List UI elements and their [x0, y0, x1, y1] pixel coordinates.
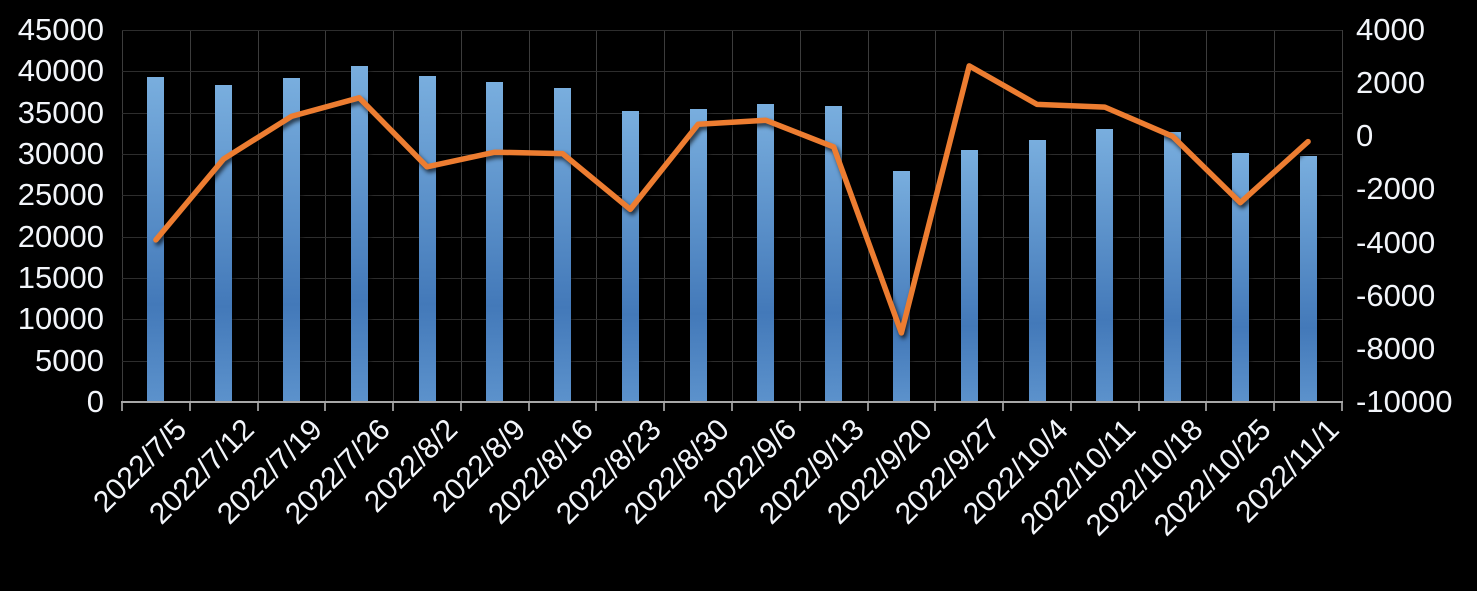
x-axis-tick — [1069, 403, 1072, 411]
horizontal-gridline — [122, 360, 1342, 362]
vertical-gridline — [1070, 30, 1072, 402]
x-axis-tick — [798, 403, 801, 411]
x-axis-tick — [392, 403, 395, 411]
right-axis-tick-label: -2000 — [1356, 171, 1436, 207]
x-axis-tick — [1273, 403, 1276, 411]
bar — [621, 111, 639, 402]
x-axis-tick — [188, 403, 191, 411]
bar — [1299, 155, 1317, 402]
left-axis-tick-label: 35000 — [17, 94, 104, 130]
horizontal-gridline — [122, 278, 1342, 279]
x-axis-line — [121, 401, 1343, 403]
horizontal-gridline — [122, 195, 1342, 197]
left-axis-tick-label: 5000 — [35, 342, 104, 378]
left-axis-tick-label: 30000 — [17, 136, 104, 171]
x-axis-tick — [1205, 403, 1208, 411]
horizontal-gridline — [122, 319, 1342, 321]
bar — [350, 65, 368, 402]
right-axis-tick-label: -10000 — [1356, 384, 1453, 419]
x-axis-tick — [324, 403, 327, 411]
bar — [418, 76, 436, 402]
left-axis-tick-label: 0 — [86, 384, 104, 419]
bar — [282, 77, 300, 402]
vertical-gridline — [596, 30, 598, 402]
bar — [960, 149, 978, 402]
right-axis-tick-label: 2000 — [1356, 65, 1425, 101]
left-axis-tick-label: 25000 — [17, 177, 104, 213]
vertical-gridline — [528, 30, 530, 402]
bar — [1028, 139, 1046, 402]
vertical-gridline — [867, 30, 869, 402]
vertical-gridline — [325, 30, 327, 402]
x-axis-tick — [121, 403, 123, 411]
left-axis-tick-label: 15000 — [17, 260, 104, 295]
bar — [554, 87, 572, 402]
left-axis-tick-label: 20000 — [17, 218, 104, 254]
horizontal-gridline — [122, 71, 1342, 73]
x-axis-tick — [866, 403, 869, 411]
x-axis-tick — [934, 403, 937, 411]
bar — [892, 171, 910, 402]
x-axis-tick — [663, 403, 666, 411]
bar — [1096, 129, 1114, 402]
left-axis-tick-label: 45000 — [17, 12, 104, 47]
x-axis-tick — [1002, 403, 1005, 411]
vertical-gridline — [460, 30, 462, 402]
right-axis-tick-label: -6000 — [1356, 277, 1436, 313]
vertical-gridline — [1138, 30, 1140, 402]
right-axis-tick-label: -4000 — [1356, 224, 1436, 260]
vertical-gridline — [393, 30, 395, 402]
bar — [825, 106, 843, 402]
left-axis-tick-label: 10000 — [17, 301, 104, 337]
line-series — [153, 63, 1311, 336]
left-axis-tick-label: 40000 — [17, 53, 104, 89]
x-axis-tick — [595, 403, 598, 411]
x-axis-tick — [1137, 403, 1140, 411]
x-axis-tick — [459, 403, 462, 411]
x-axis-tick — [1341, 403, 1343, 411]
horizontal-gridline — [122, 154, 1342, 155]
horizontal-gridline — [122, 236, 1342, 238]
bar — [757, 103, 775, 402]
bar — [486, 82, 504, 402]
vertical-gridline — [799, 30, 801, 402]
vertical-gridline — [732, 30, 733, 402]
vertical-gridline — [122, 30, 123, 402]
bar — [1231, 153, 1249, 402]
horizontal-gridline — [122, 112, 1342, 114]
vertical-gridline — [1274, 30, 1276, 402]
vertical-gridline — [257, 30, 259, 402]
x-axis-tick — [256, 403, 259, 411]
x-axis-tick — [527, 403, 530, 411]
vertical-gridline — [664, 30, 666, 402]
vertical-gridline — [189, 30, 191, 402]
x-axis-tick — [731, 403, 733, 411]
vertical-gridline — [1342, 30, 1343, 402]
right-axis-tick-label: -8000 — [1356, 330, 1436, 366]
vertical-gridline — [1003, 30, 1005, 402]
horizontal-gridline — [122, 30, 1342, 31]
bar — [689, 108, 707, 402]
right-axis-tick-label: 0 — [1356, 118, 1374, 154]
vertical-gridline — [935, 30, 937, 402]
vertical-gridline — [1206, 30, 1208, 402]
bar — [1164, 131, 1182, 402]
right-axis-tick-label: 4000 — [1356, 12, 1425, 47]
